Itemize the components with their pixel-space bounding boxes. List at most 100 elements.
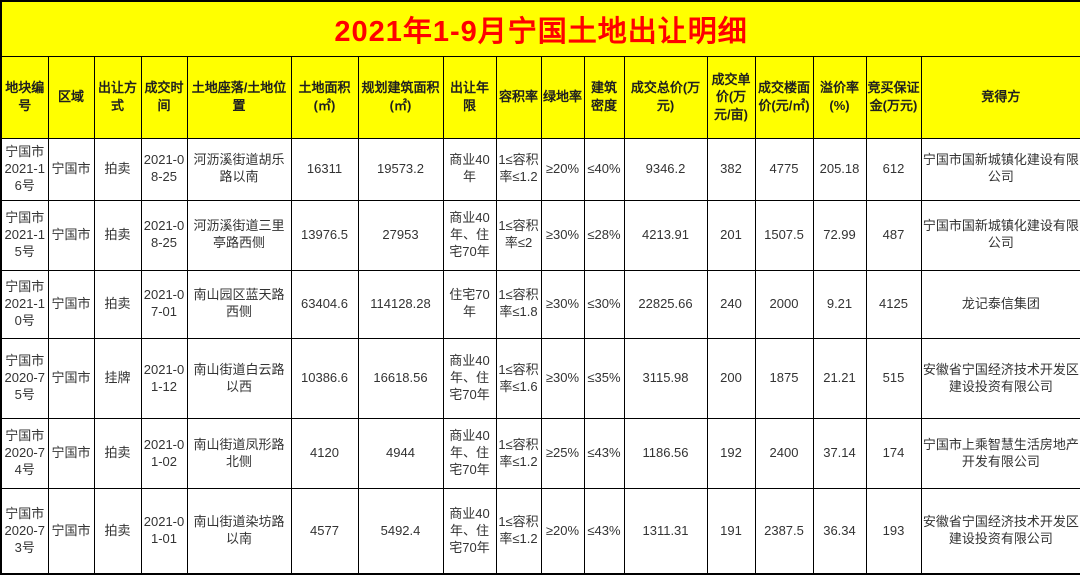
column-header-plot-ratio: 容积率: [495, 55, 542, 139]
cell-building-density: ≤43%: [583, 418, 625, 490]
cell-building-density: ≤30%: [583, 269, 625, 339]
cell-tenure: 住宅70年: [442, 269, 497, 339]
column-header-plot-id: 地块编号: [0, 55, 49, 139]
cell-winner: 宁国市国新城镇化建设有限公司: [920, 137, 1080, 201]
cell-unit-price: 200: [706, 337, 756, 420]
cell-premium-rate: 72.99: [812, 199, 867, 271]
column-header-deal-date: 成交时间: [140, 55, 188, 139]
cell-floor-price: 1507.5: [754, 199, 814, 271]
cell-green-rate: ≥20%: [540, 488, 585, 575]
cell-sale-method: 拍卖: [93, 418, 142, 490]
cell-district: 宁国市: [47, 418, 95, 490]
cell-tenure: 商业40年、住宅70年: [442, 488, 497, 575]
cell-total-price: 1311.31: [623, 488, 708, 575]
cell-plot-ratio: 1≤容积率≤1.2: [495, 488, 542, 575]
cell-green-rate: ≥30%: [540, 199, 585, 271]
cell-green-rate: ≥25%: [540, 418, 585, 490]
column-header-unit-price: 成交单价(万元/亩): [706, 55, 756, 139]
table-row: 宁国市2020-74号 宁国市 拍卖 2021-01-02 南山街道凤形路北侧 4120 4…: [0, 418, 1080, 490]
cell-sale-method: 拍卖: [93, 488, 142, 575]
cell-total-price: 1186.56: [623, 418, 708, 490]
column-header-premium-rate: 溢价率(%): [812, 55, 867, 139]
cell-winner: 宁国市上乘智慧生活房地产开发有限公司: [920, 418, 1080, 490]
cell-district: 宁国市: [47, 199, 95, 271]
cell-planned-building-area: 5492.4: [357, 488, 444, 575]
cell-plot-ratio: 1≤容积率≤2: [495, 199, 542, 271]
table-row: 宁国市2021-15号 宁国市 拍卖 2021-08-25 河沥溪街道三里亭路西侧 139…: [0, 199, 1080, 271]
cell-sale-method: 拍卖: [93, 199, 142, 271]
cell-plot-ratio: 1≤容积率≤1.2: [495, 137, 542, 201]
cell-premium-rate: 9.21: [812, 269, 867, 339]
cell-plot-ratio: 1≤容积率≤1.8: [495, 269, 542, 339]
cell-planned-building-area: 16618.56: [357, 337, 444, 420]
column-header-deposit: 竞买保证金(万元): [865, 55, 922, 139]
cell-deposit: 174: [865, 418, 922, 490]
cell-sale-method: 挂牌: [93, 337, 142, 420]
column-header-location: 土地座落/土地位置: [186, 55, 292, 139]
cell-unit-price: 191: [706, 488, 756, 575]
cell-floor-price: 2400: [754, 418, 814, 490]
cell-land-area: 4577: [290, 488, 359, 575]
cell-floor-price: 2387.5: [754, 488, 814, 575]
cell-land-area: 10386.6: [290, 337, 359, 420]
table-row: 宁国市2021-10号 宁国市 拍卖 2021-07-01 南山园区蓝天路西侧 63404…: [0, 269, 1080, 339]
cell-plot-id: 宁国市2021-15号: [0, 199, 49, 271]
cell-planned-building-area: 114128.28: [357, 269, 444, 339]
cell-building-density: ≤35%: [583, 337, 625, 420]
cell-plot-id: 宁国市2020-73号: [0, 488, 49, 575]
cell-green-rate: ≥30%: [540, 269, 585, 339]
cell-deal-date: 2021-01-02: [140, 418, 188, 490]
column-header-planned-building-area: 规划建筑面积(㎡): [357, 55, 444, 139]
cell-premium-rate: 21.21: [812, 337, 867, 420]
column-header-row: 地块编号 区域 出让方式 成交时间 土地座落/土地位置 土地面积(㎡) 规划建筑面积(㎡) 出…: [0, 55, 1080, 139]
cell-district: 宁国市: [47, 337, 95, 420]
cell-deposit: 193: [865, 488, 922, 575]
cell-deposit: 4125: [865, 269, 922, 339]
cell-location: 南山街道染坊路以南: [186, 488, 292, 575]
column-header-tenure: 出让年限: [442, 55, 497, 139]
column-header-district: 区域: [47, 55, 95, 139]
column-header-land-area: 土地面积(㎡): [290, 55, 359, 139]
cell-deal-date: 2021-07-01: [140, 269, 188, 339]
cell-plot-id: 宁国市2020-75号: [0, 337, 49, 420]
cell-unit-price: 192: [706, 418, 756, 490]
cell-tenure: 商业40年、住宅70年: [442, 418, 497, 490]
table-row: 宁国市2021-16号 宁国市 拍卖 2021-08-25 河沥溪街道胡乐路以南 1631…: [0, 137, 1080, 201]
table-body: 宁国市2021-16号 宁国市 拍卖 2021-08-25 河沥溪街道胡乐路以南 1631…: [0, 137, 1080, 575]
cell-location: 河沥溪街道三里亭路西侧: [186, 199, 292, 271]
cell-deal-date: 2021-01-12: [140, 337, 188, 420]
cell-building-density: ≤43%: [583, 488, 625, 575]
cell-land-area: 63404.6: [290, 269, 359, 339]
cell-deposit: 487: [865, 199, 922, 271]
cell-land-area: 13976.5: [290, 199, 359, 271]
cell-deal-date: 2021-01-01: [140, 488, 188, 575]
cell-total-price: 9346.2: [623, 137, 708, 201]
column-header-building-density: 建筑密度: [583, 55, 625, 139]
cell-unit-price: 382: [706, 137, 756, 201]
cell-sale-method: 拍卖: [93, 137, 142, 201]
cell-premium-rate: 205.18: [812, 137, 867, 201]
cell-location: 南山街道白云路以西: [186, 337, 292, 420]
cell-winner: 安徽省宁国经济技术开发区建设投资有限公司: [920, 337, 1080, 420]
cell-floor-price: 1875: [754, 337, 814, 420]
cell-tenure: 商业40年、住宅70年: [442, 337, 497, 420]
cell-total-price: 4213.91: [623, 199, 708, 271]
cell-unit-price: 240: [706, 269, 756, 339]
cell-planned-building-area: 4944: [357, 418, 444, 490]
column-header-floor-price: 成交楼面价(元/㎡): [754, 55, 814, 139]
cell-premium-rate: 36.34: [812, 488, 867, 575]
page-title: 2021年1-9月宁国土地出让明细: [0, 0, 1080, 57]
cell-unit-price: 201: [706, 199, 756, 271]
cell-location: 河沥溪街道胡乐路以南: [186, 137, 292, 201]
cell-plot-id: 宁国市2021-16号: [0, 137, 49, 201]
cell-land-area: 4120: [290, 418, 359, 490]
cell-planned-building-area: 27953: [357, 199, 444, 271]
cell-total-price: 22825.66: [623, 269, 708, 339]
cell-premium-rate: 37.14: [812, 418, 867, 490]
cell-winner: 龙记泰信集团: [920, 269, 1080, 339]
cell-deposit: 515: [865, 337, 922, 420]
table-head: 2021年1-9月宁国土地出让明细 地块编号 区域 出让方式 成交时间 土地座落/土地位…: [0, 0, 1080, 139]
cell-building-density: ≤28%: [583, 199, 625, 271]
